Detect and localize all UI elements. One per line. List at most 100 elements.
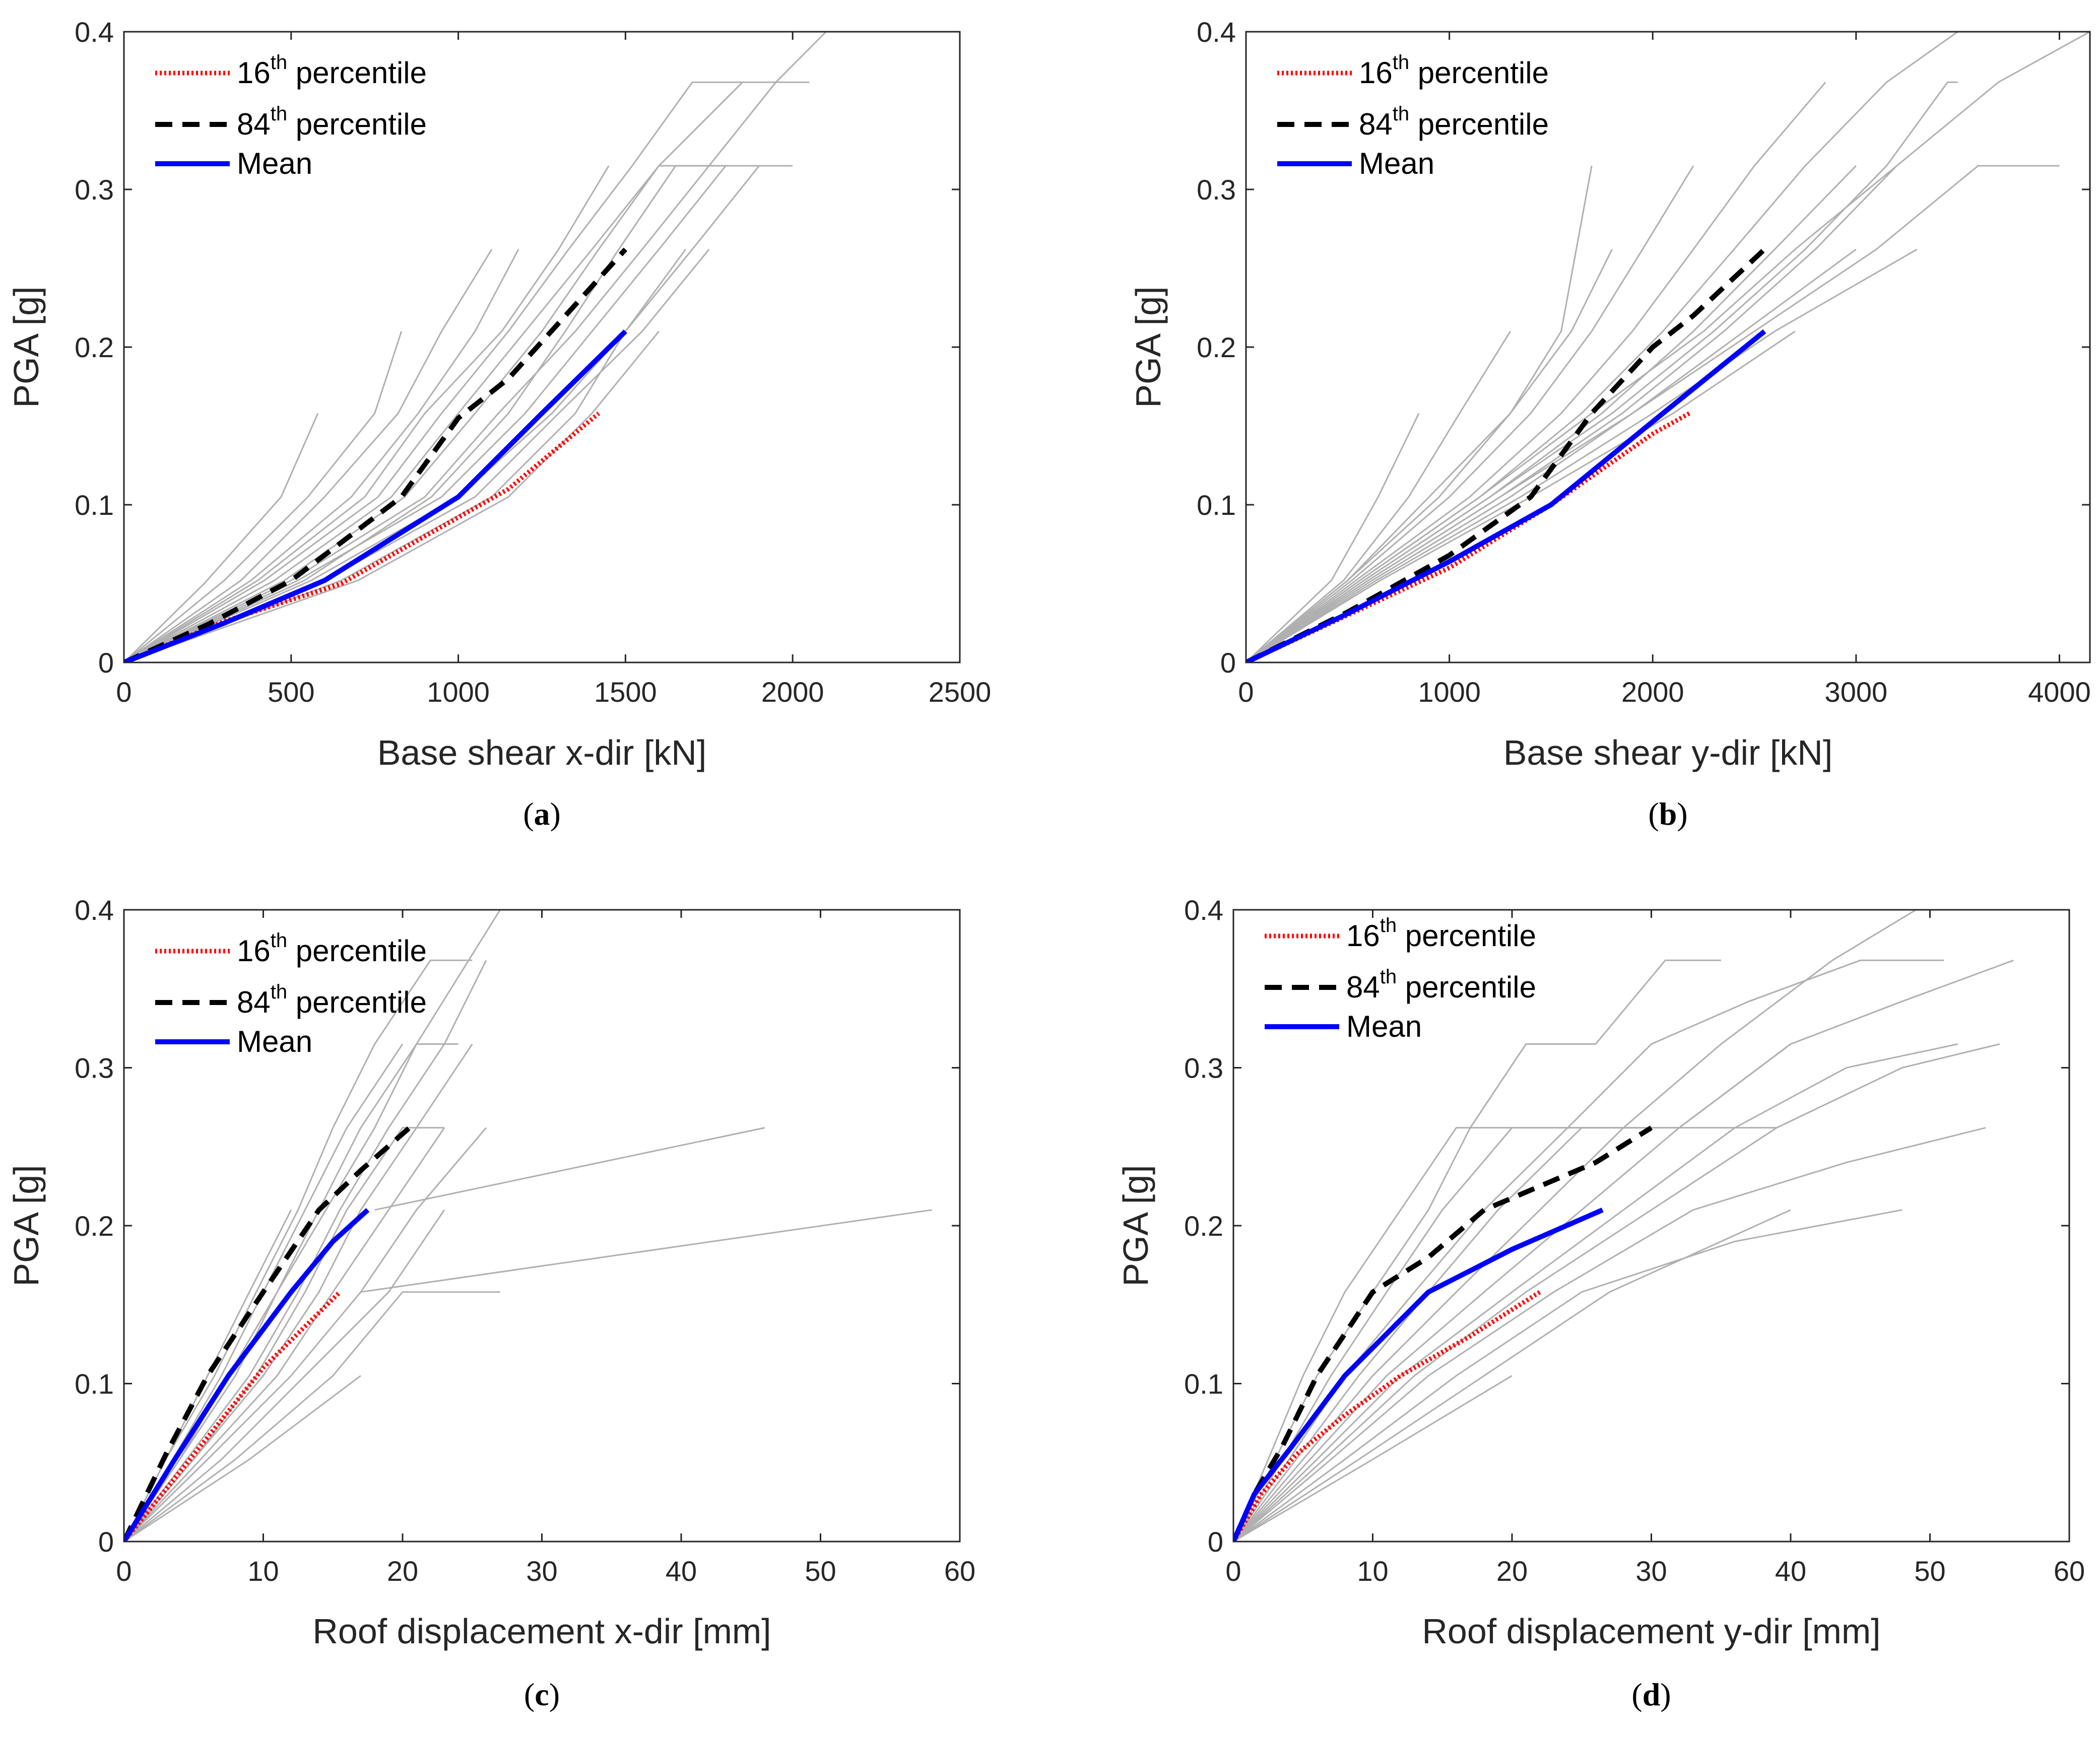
legend-number: 16 <box>1346 919 1380 953</box>
y-axis-label: PGA [g] <box>7 1165 46 1286</box>
legend-text: percentile <box>1397 919 1536 953</box>
x-tick-label: 30 <box>1635 1555 1667 1587</box>
legend-text: percentile <box>287 56 427 90</box>
record-curve <box>1233 1209 1902 1542</box>
y-tick-label: 0.1 <box>75 489 114 521</box>
percentile-84-line <box>124 247 628 662</box>
record-curve <box>1246 165 2060 662</box>
record-curve <box>124 413 319 662</box>
legend-superscript: th <box>1380 966 1397 988</box>
legend-text: Mean <box>237 147 312 180</box>
x-axis-label: Base shear x-dir [kN] <box>377 733 707 772</box>
record-curve <box>124 330 660 662</box>
y-axis-label: PGA [g] <box>1129 286 1168 408</box>
y-tick-label: 0.4 <box>1184 894 1223 926</box>
record-curve <box>124 249 687 662</box>
x-tick-label: 60 <box>2054 1555 2085 1587</box>
x-axis-label: Roof displacement x-dir [mm] <box>312 1612 771 1651</box>
x-tick-label: 20 <box>1496 1555 1528 1587</box>
record-curve <box>1233 959 2014 1542</box>
legend-superscript: th <box>1393 51 1409 74</box>
record-curve <box>1246 248 1918 662</box>
legend-label: Mean <box>237 147 312 180</box>
legend-label: Mean <box>1346 1010 1422 1043</box>
x-tick-label: 30 <box>526 1555 557 1587</box>
legend-label: 84th percentile <box>237 103 427 141</box>
series-group <box>1233 1125 1653 1542</box>
x-tick-label: 2500 <box>929 676 992 708</box>
legend-text: Mean <box>237 1025 312 1058</box>
record-curve <box>124 1127 444 1542</box>
x-tick-label: 0 <box>116 1555 132 1587</box>
legend-number: 16 <box>237 934 271 968</box>
record-curve <box>1246 330 1511 662</box>
plot-area <box>1233 910 2069 1542</box>
y-axis-label: PGA [g] <box>1116 1165 1155 1286</box>
x-tick-label: 0 <box>1238 676 1254 708</box>
record-curve <box>124 165 793 662</box>
x-tick-label: 500 <box>268 676 314 708</box>
y-tick-label: 0.1 <box>1184 1368 1223 1400</box>
legend-number: 84 <box>237 985 271 1019</box>
legend-superscript: th <box>271 103 287 125</box>
x-tick-label: 4000 <box>2028 676 2091 708</box>
mean-line <box>1233 1208 1604 1542</box>
legend-number: 84 <box>1346 970 1380 1004</box>
y-tick-label: 0.4 <box>75 16 114 48</box>
x-tick-label: 0 <box>1225 1555 1241 1587</box>
x-tick-label: 1500 <box>594 676 657 708</box>
series-group <box>1246 247 1766 662</box>
x-tick-label: 40 <box>1775 1555 1806 1587</box>
legend-number: 16 <box>1359 56 1393 90</box>
record-curve <box>360 1209 932 1293</box>
record-curve <box>1246 32 2090 662</box>
record-curve <box>124 960 487 1542</box>
record-curve <box>124 959 473 1542</box>
percentile-84-line <box>1246 247 1766 662</box>
legend-text: percentile <box>1409 56 1549 90</box>
x-tick-label: 50 <box>1914 1555 1945 1587</box>
mean-line <box>1246 329 1766 662</box>
x-tick-label: 60 <box>944 1555 975 1587</box>
x-axis-label: Roof displacement y-dir [mm] <box>1422 1612 1880 1651</box>
record-curve <box>124 82 743 662</box>
legend-label: 84th percentile <box>237 981 427 1019</box>
series-group <box>124 247 628 662</box>
x-tick-label: 10 <box>1357 1555 1388 1587</box>
record-curve <box>124 165 610 662</box>
panel-letter: a <box>534 796 550 832</box>
record-curve <box>1246 413 1420 662</box>
y-tick-label: 0.1 <box>75 1368 114 1400</box>
percentile-84-line <box>124 1125 412 1542</box>
record-curve <box>1246 248 1857 662</box>
panel-label: (b) <box>1648 796 1687 832</box>
y-tick-label: 0 <box>98 1526 114 1558</box>
record-curve <box>124 1375 361 1542</box>
legend-label: 16th percentile <box>1359 51 1549 90</box>
record-curve <box>124 249 493 662</box>
record-curve <box>1233 1127 1637 1542</box>
record-curve <box>1233 1043 2000 1542</box>
legend-text: percentile <box>1397 970 1536 1004</box>
legend-number: 84 <box>1359 107 1393 141</box>
x-tick-label: 3000 <box>1825 676 1888 708</box>
y-tick-label: 0.2 <box>1197 331 1236 363</box>
y-tick-label: 0.4 <box>75 894 114 926</box>
legend-label: 84th percentile <box>1359 103 1549 141</box>
y-tick-label: 0 <box>1220 647 1236 679</box>
legend-label: 16th percentile <box>1346 914 1536 953</box>
record-curve <box>1246 82 1826 662</box>
record-curve <box>1233 1209 1791 1542</box>
x-tick-label: 2000 <box>761 676 824 708</box>
panel-label: (d) <box>1631 1677 1671 1712</box>
record-curves <box>1246 32 2090 662</box>
record-curve <box>124 1127 445 1542</box>
record-curve <box>124 81 810 662</box>
y-axis-label: PGA [g] <box>7 286 46 408</box>
record-curve <box>124 1127 487 1542</box>
record-curve <box>1233 1127 1986 1542</box>
legend-superscript: th <box>271 929 287 952</box>
legend-superscript: th <box>271 51 287 74</box>
legend-superscript: th <box>1393 103 1409 125</box>
